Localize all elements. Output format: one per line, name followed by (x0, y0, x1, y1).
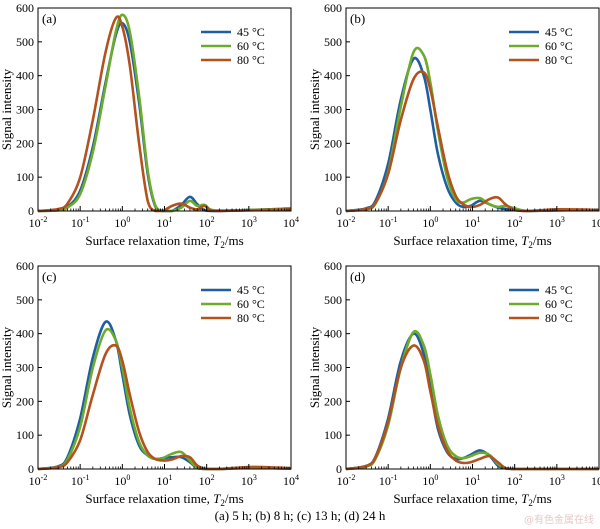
y-tick-label: 0 (336, 462, 342, 476)
legend-label-0: 45 °C (545, 25, 573, 39)
x-tick-label: 103 (241, 215, 257, 230)
x-tick-label: 101 (157, 215, 173, 230)
y-tick-label: 300 (16, 103, 34, 117)
panel-label: (d) (350, 269, 365, 284)
series-line-0 (345, 332, 599, 471)
y-tick-label: 600 (324, 1, 342, 15)
y-tick-label: 600 (16, 259, 34, 273)
y-tick-label: 100 (324, 428, 342, 442)
chart-panel-1: 0 100 200 300 400 500 600 10-2 10-1 100 101 102 103 1… (307, 1, 600, 250)
x-tick-label: 104 (283, 215, 299, 230)
y-tick-label: 0 (28, 204, 34, 218)
x-tick-label: 101 (157, 473, 173, 488)
y-tick-label: 100 (324, 170, 342, 184)
x-tick-label: 103 (549, 215, 565, 230)
x-tick-label: 104 (591, 473, 600, 488)
x-tick-label: 10-1 (71, 215, 90, 230)
x-tick-label: 102 (507, 215, 523, 230)
watermark: @有色金属在线 (524, 515, 594, 526)
x-tick-label: 10-1 (71, 473, 90, 488)
y-tick-label: 400 (16, 69, 34, 83)
y-tick-label: 0 (336, 204, 342, 218)
legend-label-1: 60 °C (237, 297, 265, 311)
y-tick-label: 500 (324, 293, 342, 307)
series-line-1 (345, 329, 599, 471)
y-tick-label: 100 (16, 170, 34, 184)
y-tick-label: 200 (16, 136, 34, 150)
y-tick-label: 500 (16, 35, 34, 49)
x-tick-label: 100 (422, 473, 438, 488)
y-tick-label: 500 (16, 293, 34, 307)
y-tick-label: 200 (324, 394, 342, 408)
y-tick-label: 300 (16, 361, 34, 375)
y-tick-label: 400 (324, 327, 342, 341)
x-axis-label: Surface relaxation time, T2/ms (85, 233, 243, 250)
x-tick-label: 10-2 (29, 473, 48, 488)
y-tick-label: 500 (324, 35, 342, 49)
y-tick-label: 600 (324, 259, 342, 273)
x-tick-label: 100 (114, 215, 130, 230)
series-line-2 (345, 70, 600, 213)
y-tick-label: 200 (16, 394, 34, 408)
x-tick-label: 103 (549, 473, 565, 488)
x-tick-label: 101 (465, 473, 481, 488)
x-tick-label: 10-1 (379, 473, 398, 488)
series-line-2 (345, 344, 599, 471)
legend-label-0: 45 °C (237, 25, 265, 39)
y-axis-label: Signal intensity (0, 326, 14, 408)
y-tick-label: 600 (16, 1, 34, 15)
x-tick-label: 10-2 (29, 215, 48, 230)
x-tick-label: 10-2 (337, 473, 356, 488)
y-tick-label: 100 (16, 428, 34, 442)
x-tick-label: 10-1 (379, 215, 398, 230)
chart-panel-0: 0 100 200 300 400 500 600 10-2 10-1 100 101 102 103 1… (0, 1, 299, 250)
x-tick-label: 10-2 (337, 215, 356, 230)
x-tick-label: 104 (591, 215, 600, 230)
x-tick-label: 100 (422, 215, 438, 230)
legend-label-1: 60 °C (237, 39, 265, 53)
panel-label: (c) (42, 269, 56, 284)
chart-panel-3: 0 100 200 300 400 500 600 10-2 10-1 100 101 102 103 1… (307, 259, 600, 508)
chart-panel-2: 0 100 200 300 400 500 600 10-2 10-1 100 101 102 103 1… (0, 259, 299, 508)
legend-label-2: 80 °C (545, 311, 573, 325)
panel-label: (b) (350, 11, 365, 26)
legend-label-2: 80 °C (237, 311, 265, 325)
x-tick-label: 100 (114, 473, 130, 488)
x-tick-label: 101 (465, 215, 481, 230)
x-axis-label: Surface relaxation time, T2/ms (85, 491, 243, 508)
legend-label-1: 60 °C (545, 297, 573, 311)
legend-label-0: 45 °C (545, 283, 573, 297)
y-tick-label: 300 (324, 103, 342, 117)
y-axis-label: Signal intensity (307, 68, 322, 150)
x-tick-label: 102 (199, 473, 215, 488)
x-axis-label: Surface relaxation time, T2/ms (393, 233, 551, 250)
panel-label: (a) (42, 11, 56, 26)
x-axis-label: Surface relaxation time, T2/ms (393, 491, 551, 508)
legend-label-2: 80 °C (237, 53, 265, 67)
x-tick-label: 102 (507, 473, 523, 488)
y-tick-label: 200 (324, 136, 342, 150)
x-tick-label: 103 (241, 473, 257, 488)
y-axis-label: Signal intensity (0, 68, 14, 150)
legend-label-0: 45 °C (237, 283, 265, 297)
y-tick-label: 400 (16, 327, 34, 341)
y-tick-label: 400 (324, 69, 342, 83)
series-line-2 (37, 15, 292, 213)
y-axis-label: Signal intensity (307, 326, 322, 408)
x-tick-label: 104 (283, 473, 299, 488)
series-line-2 (37, 343, 292, 471)
legend-label-2: 80 °C (545, 53, 573, 67)
x-tick-label: 102 (199, 215, 215, 230)
y-tick-label: 300 (324, 361, 342, 375)
y-tick-label: 0 (28, 462, 34, 476)
legend-label-1: 60 °C (545, 39, 573, 53)
figure-caption: (a) 5 h; (b) 8 h; (c) 13 h; (d) 24 h (214, 508, 386, 523)
